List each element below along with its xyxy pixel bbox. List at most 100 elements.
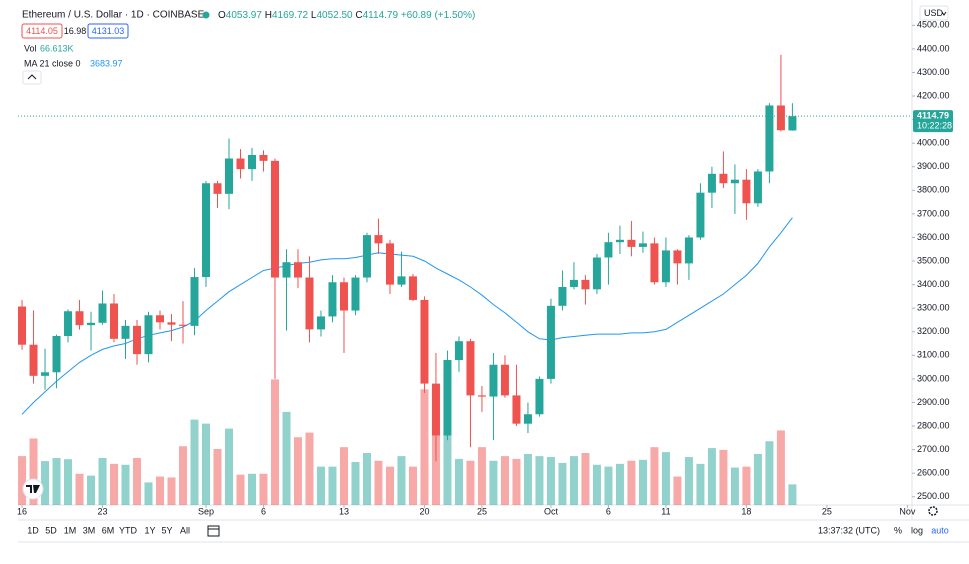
x-tick-label: Nov — [899, 506, 916, 516]
currency[interactable]: USD — [924, 8, 944, 18]
candle-body — [305, 277, 314, 330]
volume-bar — [362, 453, 371, 505]
ohlc-key: H — [265, 10, 272, 21]
volume-bar — [87, 475, 96, 505]
volume-bar — [110, 463, 119, 505]
range-button[interactable]: 1M — [64, 525, 77, 535]
candle-body — [420, 299, 429, 384]
candle-body — [201, 183, 210, 278]
y-tick-label: 3700.00 — [917, 208, 950, 218]
x-tick-label: Oct — [544, 506, 559, 516]
candle-body — [638, 243, 647, 247]
volume-bar — [247, 473, 256, 505]
candle-body — [236, 158, 245, 170]
volume-bar — [443, 433, 452, 505]
calendar-icon[interactable] — [207, 525, 220, 537]
volume-bar — [673, 476, 682, 505]
range-button[interactable]: YTD — [119, 525, 138, 535]
range-button[interactable]: 3M — [83, 525, 96, 535]
volume-bar — [179, 446, 188, 505]
y-tick-label: 3500.00 — [917, 255, 950, 265]
volume-legend: Vol — [24, 43, 37, 53]
volume-bar — [477, 447, 486, 505]
sell-box[interactable] — [21, 23, 63, 39]
volume-bar — [604, 466, 613, 505]
y-tick-label: 2900.00 — [917, 397, 950, 407]
tv-logo — [22, 478, 44, 500]
range-button[interactable]: 1Y — [144, 525, 155, 535]
candle-body — [627, 239, 636, 247]
y-tick-label: 3400.00 — [917, 279, 950, 289]
candle-body — [696, 192, 705, 238]
candle-body — [592, 257, 601, 290]
ma-value: 3683.97 — [90, 58, 123, 68]
candle-body — [431, 383, 440, 436]
volume-bar — [52, 457, 61, 505]
candle-body — [523, 414, 532, 424]
scale-button[interactable]: % — [894, 525, 902, 535]
volume-bar — [29, 438, 38, 505]
toolbar: 1D 5D 1M 3M 6M YTD 1Y 5Y All% log auto — [27, 525, 949, 535]
volume-bar — [500, 456, 509, 505]
volume-bar — [41, 461, 50, 505]
candle-body — [224, 158, 233, 194]
sell-price[interactable]: 4114.05 — [26, 26, 58, 36]
volume-bar — [397, 456, 406, 505]
candle-body — [156, 315, 165, 323]
range-button[interactable]: All — [180, 525, 190, 535]
candle-body — [753, 171, 762, 204]
scale-button[interactable]: auto — [931, 525, 949, 535]
y-tick-label: 3600.00 — [917, 232, 950, 242]
candle-body — [98, 303, 107, 323]
volume-bar — [742, 466, 751, 505]
candle-body — [730, 179, 739, 184]
volume-bar — [236, 474, 245, 505]
range-button[interactable]: 6M — [102, 525, 115, 535]
y-tick-label: 2500.00 — [917, 491, 950, 501]
volume-bar — [316, 466, 325, 505]
candle-body — [87, 322, 96, 326]
volume-bar — [638, 459, 647, 505]
candle-body — [650, 243, 659, 283]
buy-box[interactable] — [87, 23, 129, 39]
volume-bar — [454, 458, 463, 505]
volume-bar — [546, 457, 555, 505]
volume-bar — [707, 448, 716, 505]
settings-icon[interactable] — [928, 506, 938, 516]
volume-bar — [374, 460, 383, 505]
candle-body — [270, 160, 279, 278]
candle-body — [362, 235, 371, 278]
candle-body — [259, 154, 268, 161]
volume-bar — [592, 464, 601, 505]
volume-bar — [213, 449, 222, 505]
volume-bar — [144, 482, 153, 505]
range-button[interactable]: 5D — [45, 525, 57, 535]
volume-bar — [776, 430, 785, 505]
x-tick-label: 13 — [339, 506, 349, 516]
x-tick-label: 20 — [419, 506, 429, 516]
spread: 16.98 — [64, 26, 87, 36]
volume-bar — [385, 466, 394, 505]
range-button[interactable]: 1D — [27, 525, 39, 535]
logo-mark — [26, 485, 40, 493]
candle-body — [328, 282, 337, 317]
price-tag — [913, 110, 953, 133]
scale-button[interactable]: log — [911, 525, 923, 535]
volume-bar — [339, 447, 348, 505]
candle-body — [41, 372, 50, 376]
volume-bar — [156, 476, 165, 505]
clock[interactable]: 13:37:32 (UTC) — [818, 525, 880, 535]
candle-body — [581, 279, 590, 290]
ohlc-key: O — [218, 10, 226, 21]
volume-bar — [75, 473, 84, 505]
x-tick-label: 11 — [661, 506, 670, 516]
x-tick-label: 16 — [17, 506, 27, 516]
candle-body — [29, 344, 38, 376]
range-button[interactable]: 5Y — [161, 525, 172, 535]
collapse-button[interactable] — [22, 70, 42, 85]
candle-body — [673, 250, 682, 264]
currency-button[interactable] — [919, 5, 949, 21]
candle-body — [110, 303, 119, 339]
ohlc-value: 4052.50 — [316, 10, 353, 21]
buy-price[interactable]: 4131.03 — [92, 26, 125, 36]
